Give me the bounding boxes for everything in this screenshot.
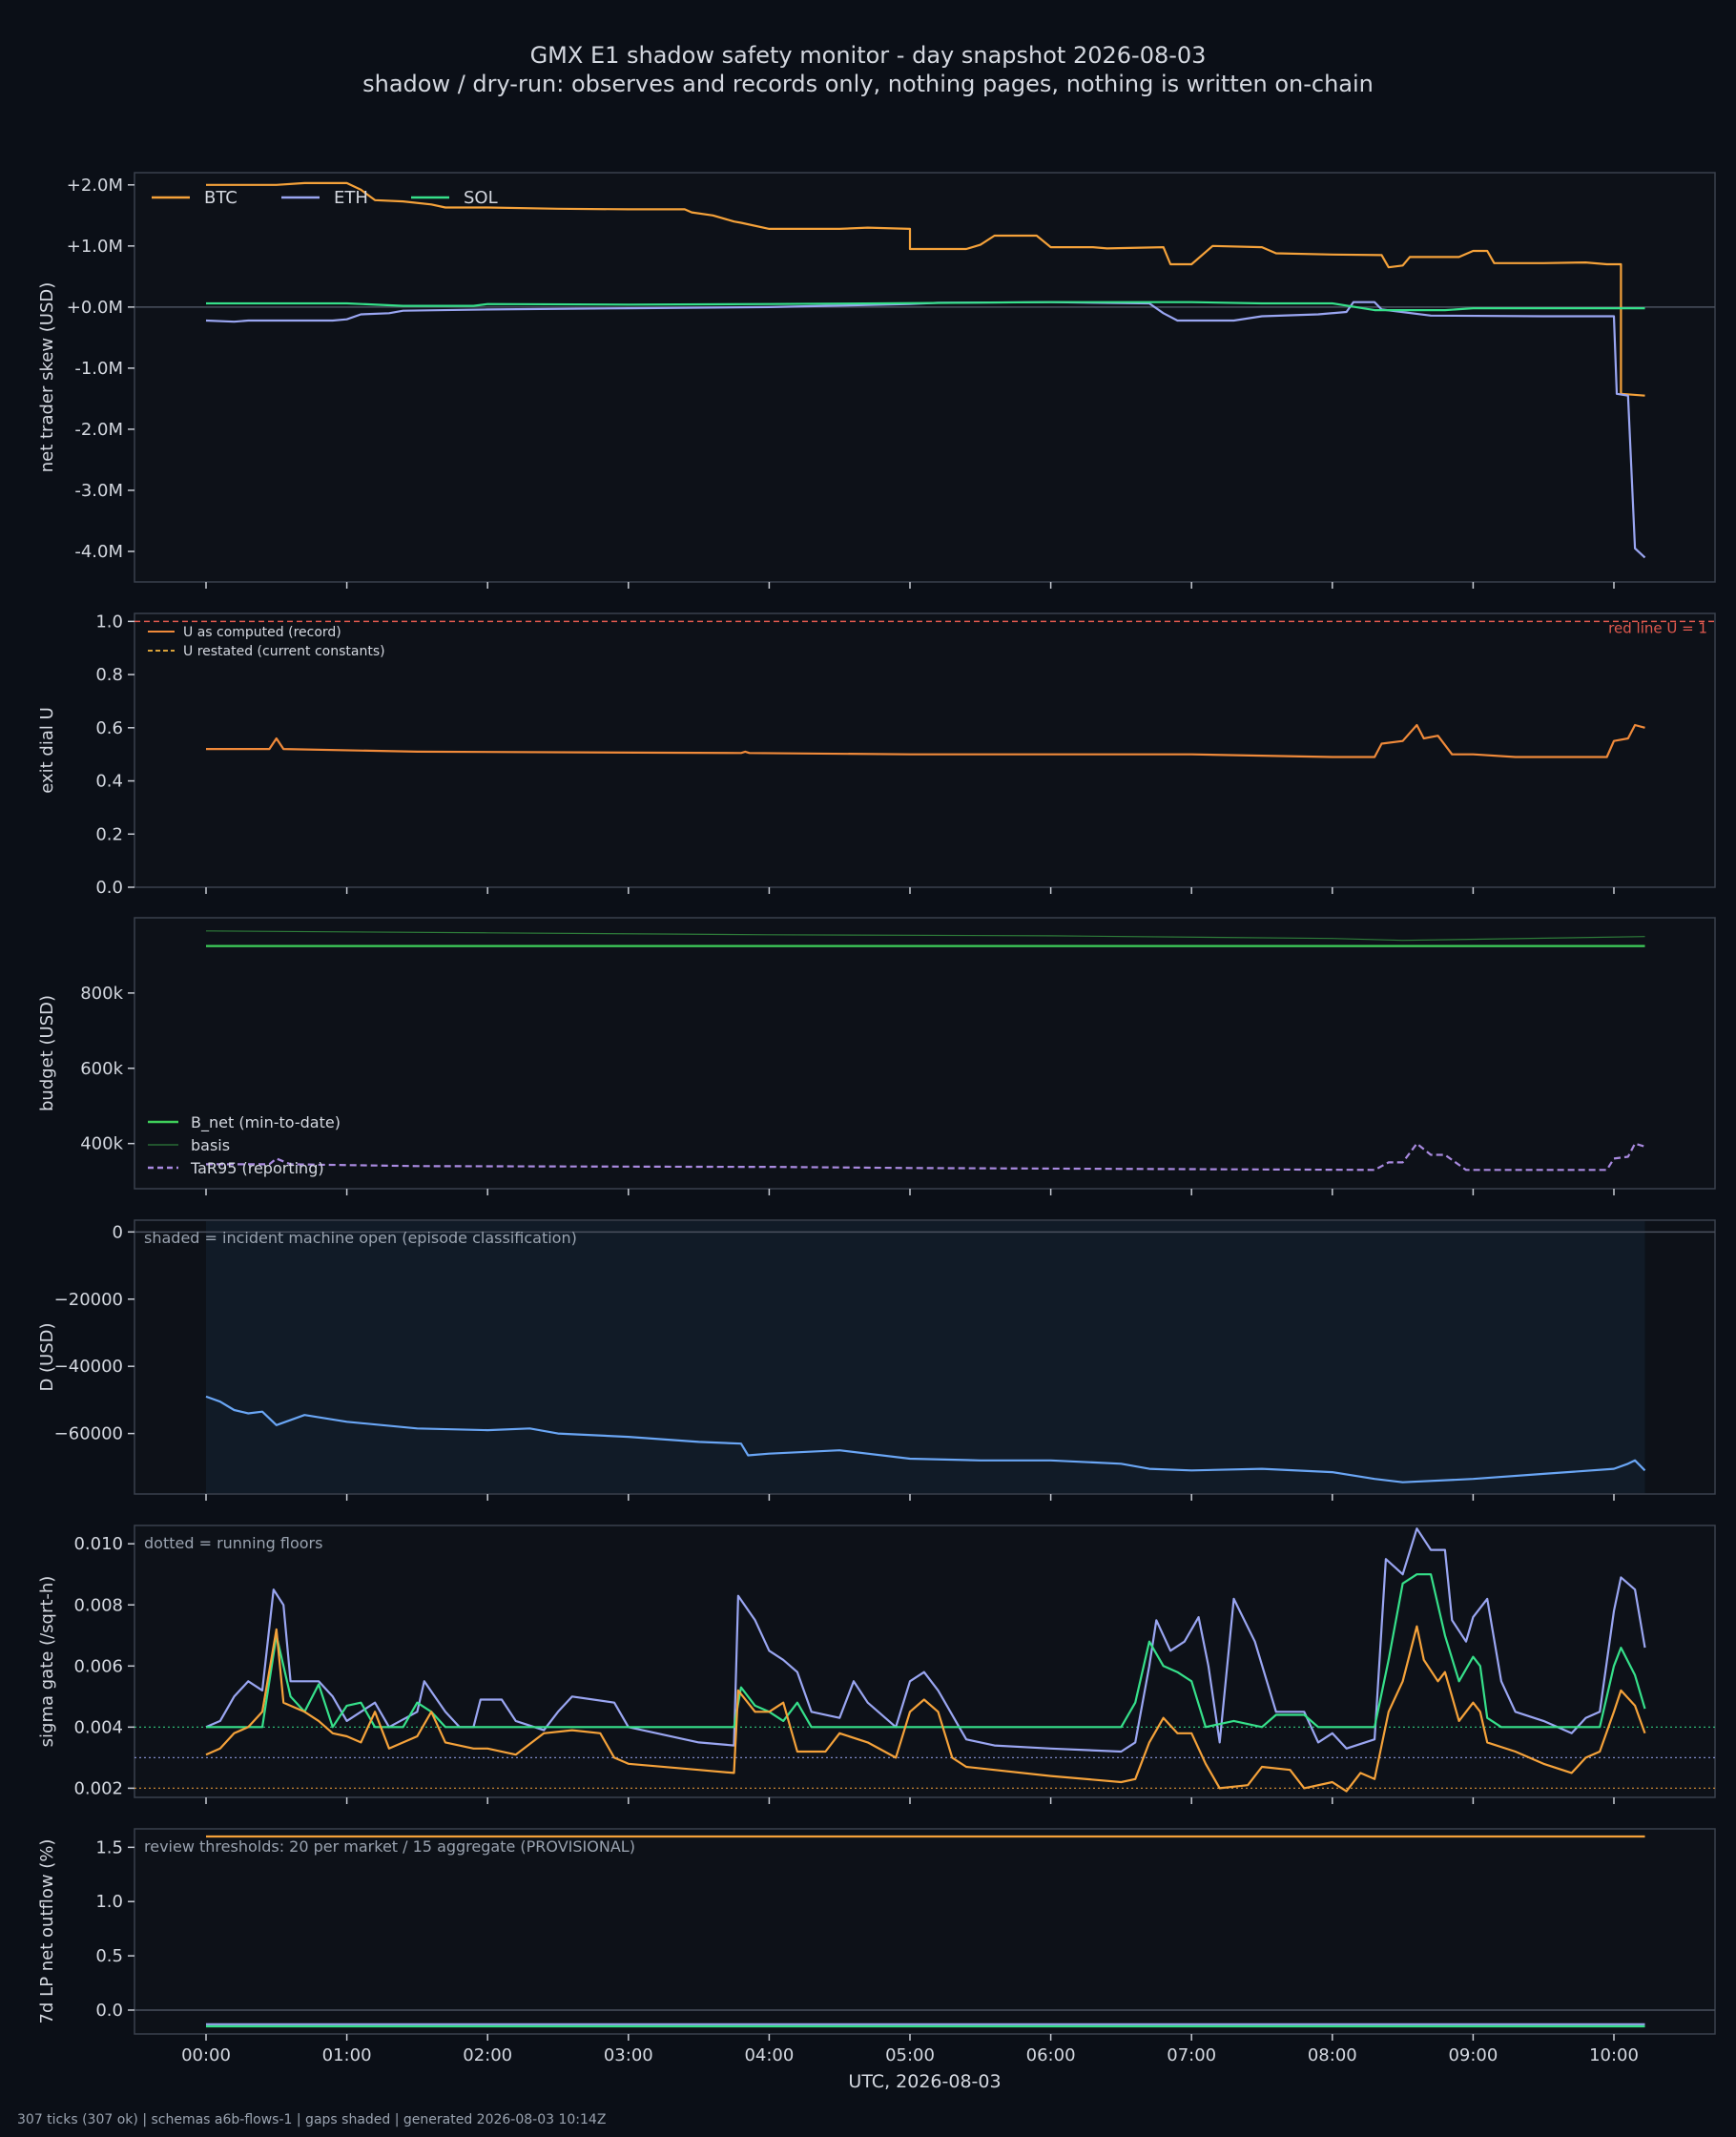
- x-axis-label: UTC, 2026-08-03: [848, 2071, 1001, 2092]
- y-tick-label: -3.0M: [74, 481, 123, 501]
- y-tick-label: 0.6: [95, 718, 123, 738]
- x-tick-label: 10:00: [1589, 2045, 1639, 2065]
- series-line-tar95: [206, 1142, 1645, 1172]
- panel-sigma: [134, 1525, 1716, 1798]
- panel-budget: [134, 917, 1716, 1190]
- panel-lp: [134, 1828, 1716, 2035]
- x-tick-label: 05:00: [885, 2045, 935, 2065]
- y-tick-label: 0.002: [73, 1778, 123, 1798]
- panel-annotation: review thresholds: 20 per market / 15 ag…: [144, 1837, 635, 1856]
- red-line-label: red line U = 1: [1608, 619, 1707, 636]
- y-tick-label: 0.0: [95, 2001, 123, 2021]
- y-axis-label: net trader skew (USD): [37, 282, 57, 473]
- y-axis-label: 7d LP net outflow (%): [37, 1839, 57, 2024]
- y-tick-label: +2.0M: [67, 176, 123, 196]
- series-line-btc: [206, 181, 1645, 397]
- y-tick-label: 400k: [80, 1134, 123, 1154]
- legend-label: B_net (min-to-date): [191, 1113, 341, 1132]
- y-tick-label: −40000: [54, 1357, 123, 1377]
- y-tick-label: -2.0M: [74, 420, 123, 440]
- y-tick-label: 0.2: [95, 824, 123, 844]
- x-tick-label: 00:00: [181, 2045, 231, 2065]
- incident-shade: [206, 1221, 1645, 1493]
- y-axis-label: D (USD): [37, 1322, 57, 1391]
- series-line-d: [205, 1395, 1646, 1483]
- y-tick-label: +1.0M: [67, 237, 123, 257]
- series-line-basis: [205, 930, 1645, 942]
- series-line-eth: [205, 1527, 1646, 1753]
- y-tick-label: 0.8: [95, 665, 123, 685]
- legend-label: SOL: [464, 188, 498, 208]
- legend-label: basis: [191, 1136, 230, 1154]
- y-tick-label: 0.006: [73, 1656, 123, 1676]
- series-line-btc: [205, 1625, 1646, 1793]
- x-tick-label: 09:00: [1448, 2045, 1498, 2065]
- y-tick-label: 1.5: [95, 1837, 123, 1857]
- legend-label: U restated (current constants): [183, 644, 385, 659]
- y-tick-label: 600k: [80, 1059, 123, 1079]
- y-tick-label: 0.010: [73, 1534, 123, 1554]
- legend-label: U as computed (record): [183, 625, 341, 640]
- x-tick-label: 06:00: [1026, 2045, 1076, 2065]
- chart-title: GMX E1 shadow safety monitor - day snaps…: [529, 42, 1207, 69]
- series-line-eth: [205, 301, 1646, 559]
- panel-annotation: dotted = running floors: [144, 1534, 322, 1552]
- x-tick-label: 04:00: [744, 2045, 794, 2065]
- y-tick-label: 0.004: [73, 1717, 123, 1737]
- series-line-u: [206, 723, 1645, 758]
- legend-label: ETH: [334, 188, 368, 208]
- series-line-sol: [206, 301, 1645, 312]
- panel-skew: [134, 172, 1716, 583]
- y-tick-label: 0.0: [95, 878, 123, 898]
- legend-label: TaR95 (reporting): [190, 1159, 324, 1177]
- x-tick-label: 08:00: [1308, 2045, 1357, 2065]
- y-tick-label: 0.008: [73, 1595, 123, 1615]
- y-tick-label: 0.5: [95, 1946, 123, 1966]
- y-tick-label: 800k: [80, 984, 123, 1004]
- y-tick-label: 1.0: [95, 612, 123, 632]
- y-tick-label: 1.0: [95, 1892, 123, 1912]
- x-tick-label: 01:00: [322, 2045, 372, 2065]
- y-axis-label: budget (USD): [37, 995, 57, 1111]
- y-tick-label: +0.0M: [67, 298, 123, 318]
- footer-status: 307 ticks (307 ok) | schemas a6b-flows-1…: [17, 2112, 607, 2127]
- legend-label: BTC: [204, 188, 238, 208]
- x-tick-label: 07:00: [1167, 2045, 1216, 2065]
- y-tick-label: -1.0M: [74, 359, 123, 379]
- y-tick-label: 0: [113, 1222, 123, 1242]
- series-line-sol: [206, 1573, 1646, 1729]
- chart-subtitle: shadow / dry-run: observes and records o…: [362, 71, 1374, 97]
- y-tick-label: −20000: [54, 1290, 123, 1310]
- x-tick-label: 03:00: [604, 2045, 653, 2065]
- y-tick-label: −60000: [54, 1424, 123, 1444]
- y-tick-label: -4.0M: [74, 542, 123, 562]
- y-axis-label: sigma gate (/sqrt-h): [37, 1576, 57, 1748]
- panel-annotation: shaded = incident machine open (episode …: [144, 1229, 577, 1247]
- y-tick-label: 0.4: [95, 772, 123, 792]
- x-tick-label: 02:00: [463, 2045, 512, 2065]
- y-axis-label: exit dial U: [37, 707, 57, 794]
